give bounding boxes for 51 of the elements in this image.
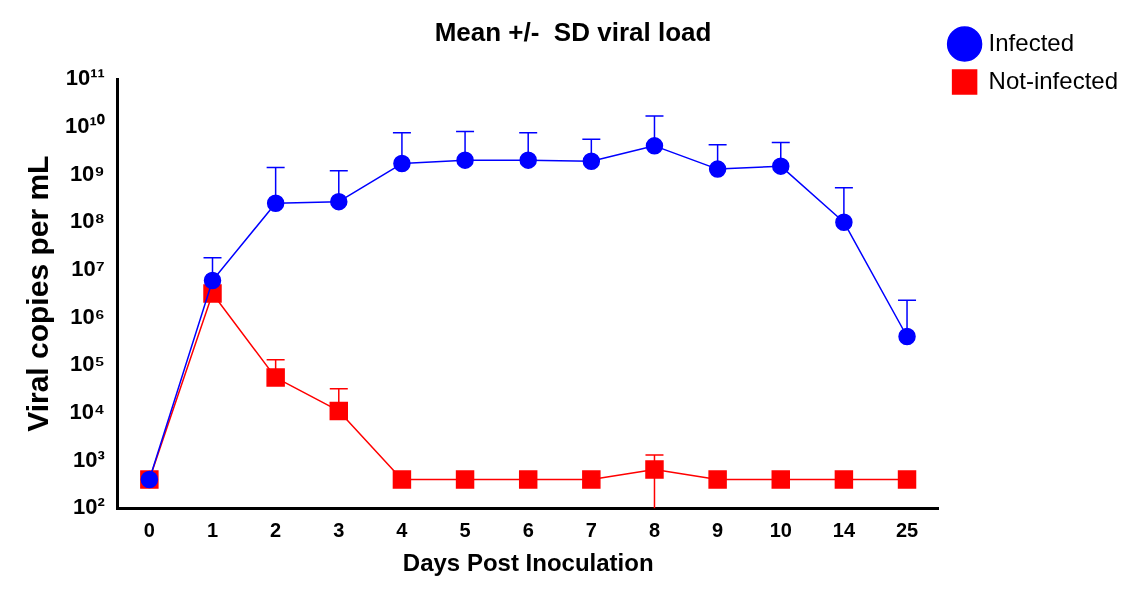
legend-label: Infected (988, 28, 1075, 56)
legend-label: Not-infected (988, 66, 1119, 94)
point (266, 194, 285, 212)
point (645, 137, 664, 155)
y-axis-title: Viral copies per mL (21, 155, 55, 432)
point (771, 470, 790, 489)
point (898, 327, 916, 346)
point (203, 271, 222, 290)
chart-title: Mean +/- SD viral load (434, 16, 712, 47)
point (456, 151, 474, 169)
point (266, 368, 285, 387)
y-tick-label: 10¹⁰ (65, 112, 105, 138)
y-tick-label: 10⁷ (71, 255, 105, 281)
x-axis-title: Days Post Inoculation (402, 549, 654, 577)
point (329, 401, 349, 421)
point (645, 460, 664, 479)
point (834, 470, 854, 489)
x-tick-label: 10 (769, 518, 792, 541)
x-tick-label: 8 (648, 518, 661, 541)
point (518, 470, 538, 489)
x-tick-label: 14 (832, 518, 856, 541)
point (708, 470, 727, 489)
y-tick-label: 10² (73, 494, 105, 520)
x-tick-label: 6 (522, 518, 534, 541)
x-tick-label: 5 (459, 518, 471, 541)
x-tick-label: 2 (270, 518, 282, 541)
point (582, 470, 601, 489)
point (897, 470, 917, 489)
y-tick-label: 10⁵ (69, 351, 105, 377)
y-tick-label: 10⁸ (69, 208, 105, 234)
point (772, 157, 790, 175)
x-tick-label: 0 (143, 518, 155, 541)
x-tick-label: 25 (895, 518, 919, 541)
x-tick-label: 9 (712, 518, 724, 541)
x-tick-label: 3 (333, 518, 345, 541)
x-tick-label: 4 (396, 518, 409, 541)
point (582, 152, 601, 170)
y-tick-label: 10¹¹ (65, 65, 105, 91)
y-tick-label: 10⁹ (69, 160, 105, 186)
point (835, 213, 853, 231)
y-tick-label: 10⁴ (69, 398, 105, 424)
x-tick-label: 7 (585, 518, 597, 541)
y-tick-label: 10⁶ (70, 303, 105, 329)
point (455, 470, 475, 489)
point (330, 192, 348, 211)
point (519, 151, 537, 169)
point (392, 470, 412, 489)
y-tick-label: 10³ (73, 446, 105, 472)
point (708, 160, 727, 178)
point (393, 154, 411, 173)
x-tick-label: 1 (206, 518, 219, 541)
